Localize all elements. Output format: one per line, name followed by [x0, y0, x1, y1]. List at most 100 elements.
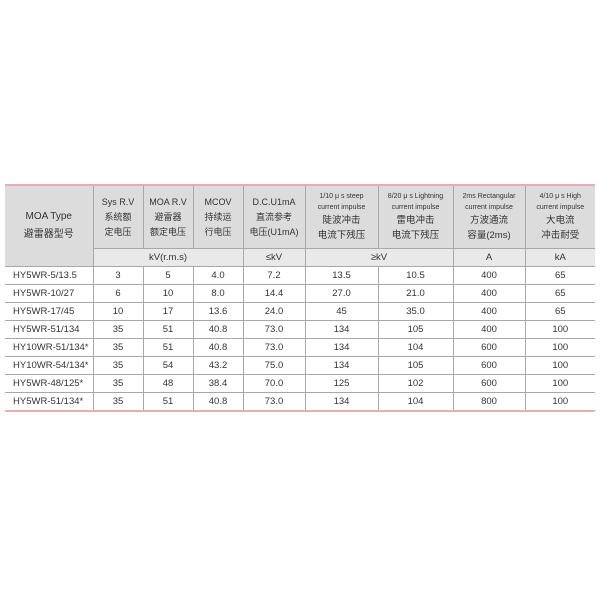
value-cell: 134 [304, 320, 379, 339]
header-text: 系统额 [104, 211, 132, 222]
value-cell: 400 [452, 266, 526, 285]
table-row: HY5WR-5/13.5 3 5 4.0 7.2 13.5 10.5 400 65 [5, 266, 595, 285]
value-cell: 7.2 [242, 266, 306, 285]
value-cell: 400 [452, 302, 526, 321]
value-cell: 100 [524, 392, 595, 412]
value-cell: 400 [452, 284, 526, 303]
header-col-1: MOA R.V 避雷器额定电压 [142, 184, 194, 249]
unit-ka: kA [524, 248, 595, 267]
value-cell: 600 [452, 356, 526, 375]
header-text: MCOV [204, 196, 232, 207]
value-cell: 3 [92, 266, 144, 285]
value-cell: 35 [92, 320, 144, 339]
value-cell: 100 [524, 374, 595, 393]
value-cell: 35 [92, 374, 144, 393]
value-cell: 54 [142, 356, 194, 375]
value-cell: 4.0 [192, 266, 244, 285]
model-cell: HY5WR-51/134 [5, 320, 94, 339]
header-row: MOA Type 避雷器型号 Sys R.V 系统额 定电压 MOA R.V 避雷器 额定… [5, 184, 595, 267]
header-text: 避雷器 [154, 211, 182, 222]
value-cell: 5 [142, 266, 194, 285]
value-cell: 600 [452, 374, 526, 393]
value-cell: 65 [524, 284, 595, 303]
header-text: 电流下残压 [391, 230, 440, 241]
value-cell: 65 [524, 302, 595, 321]
value-cell: 65 [524, 266, 595, 285]
header-col-6: 2ms Rectangular current impulse 方波通流 容量(2ms… [452, 184, 526, 249]
header-text: current impulse [391, 204, 440, 211]
value-cell: 134 [304, 356, 379, 375]
value-cell: 48 [142, 374, 194, 393]
value-cell: 10.5 [377, 266, 454, 285]
header-text: MOA R.V [149, 196, 187, 207]
value-cell: 100 [524, 320, 595, 339]
header-col-0: Sys R.V 系统额 定电压 [92, 184, 144, 249]
value-cell: 40.8 [192, 338, 244, 357]
model-cell: HY10WR-54/134* [5, 356, 94, 375]
value-cell: 125 [304, 374, 379, 393]
header-text: 方波通流 [469, 215, 508, 226]
value-cell: 40.8 [192, 392, 244, 412]
value-cell: 24.0 [242, 302, 306, 321]
header-text: 电压(U1mA) [249, 226, 299, 237]
value-cell: 10 [142, 284, 194, 303]
header-text: D.C.U1mA [252, 196, 296, 207]
table-row: HY10WR-51/134* 35 51 40.8 73.0 134 104 600 100 [5, 338, 595, 357]
value-cell: 45 [304, 302, 379, 321]
header-col-2: MCOV 持续运行电压 [192, 184, 244, 249]
value-cell: 134 [304, 392, 379, 412]
value-cell: 6 [92, 284, 144, 303]
header-text: 电流下残压 [317, 230, 366, 241]
value-cell: 105 [377, 356, 454, 375]
header-text: 4/10 μ s High [539, 193, 581, 200]
value-cell: 104 [377, 338, 454, 357]
value-cell: 105 [377, 320, 454, 339]
model-cell: HY10WR-51/134* [5, 338, 94, 357]
value-cell: 100 [524, 338, 595, 357]
moa-spec-table: MOA Type 避雷器型号 Sys R.V 系统额 定电压 MOA R.V 避雷器 额定… [5, 184, 595, 412]
header-text: 行电压 [204, 226, 232, 237]
value-cell: 100 [524, 356, 595, 375]
header-text: 1/10 μ s steep [319, 193, 364, 200]
value-cell: 800 [452, 392, 526, 412]
value-cell: 104 [377, 392, 454, 412]
value-cell: 21.0 [377, 284, 454, 303]
model-cell: HY5WR-48/125* [5, 374, 94, 393]
table-row: HY5WR-51/134 35 51 40.8 73.0 134 105 400 100 [5, 320, 595, 339]
value-cell: 35 [92, 392, 144, 412]
value-cell: 600 [452, 338, 526, 357]
value-cell: 27.0 [304, 284, 379, 303]
value-cell: 35.0 [377, 302, 454, 321]
value-cell: 38.4 [192, 374, 244, 393]
table-row: HY5WR-17/45 10 17 13.6 24.0 45 35.0 400 65 [5, 302, 595, 321]
value-cell: 75.0 [242, 356, 306, 375]
units-row: kV(r.m.s) ≤kV ≥kV A kA [5, 248, 595, 267]
model-cell: HY5WR-51/134* [5, 392, 94, 412]
table-row: HY5WR-10/27 6 10 8.0 14.4 27.0 21.0 400 65 [5, 284, 595, 303]
table-row: HY10WR-54/134* 35 54 43.2 75.0 134 105 600 100 [5, 356, 595, 375]
model-cell: HY5WR-5/13.5 [5, 266, 94, 285]
value-cell: 73.0 [242, 392, 306, 412]
header-text: 2ms Rectangular [462, 193, 516, 200]
header-text: current impulse [317, 204, 366, 211]
value-cell: 43.2 [192, 356, 244, 375]
value-cell: 73.0 [242, 338, 306, 357]
table-row: HY5WR-51/134* 35 51 40.8 73.0 134 104 800 100 [5, 392, 595, 412]
header-col-5: 8/20 μ s Lightning current impulse 雷电冲击 电流下… [377, 184, 454, 249]
header-col-3: D.C.U1mA 直流参考 电压(U1mA) [242, 184, 306, 249]
header-text: 陡波冲击 [322, 215, 361, 226]
value-cell: 8.0 [192, 284, 244, 303]
value-cell: 51 [142, 392, 194, 412]
value-cell: 13.6 [192, 302, 244, 321]
value-cell: 35 [92, 356, 144, 375]
value-cell: 40.8 [192, 320, 244, 339]
value-cell: 10 [92, 302, 144, 321]
header-text: 额定电压 [149, 226, 186, 237]
unit-a: A [452, 248, 526, 267]
header-text: current impulse [465, 204, 513, 211]
header-text: 大电流 [545, 215, 575, 226]
header-text: 持续运 [204, 211, 232, 222]
model-cell: HY5WR-17/45 [5, 302, 94, 321]
header-text: 8/20 μ s Lightning [387, 193, 444, 200]
value-cell: 14.4 [242, 284, 306, 303]
